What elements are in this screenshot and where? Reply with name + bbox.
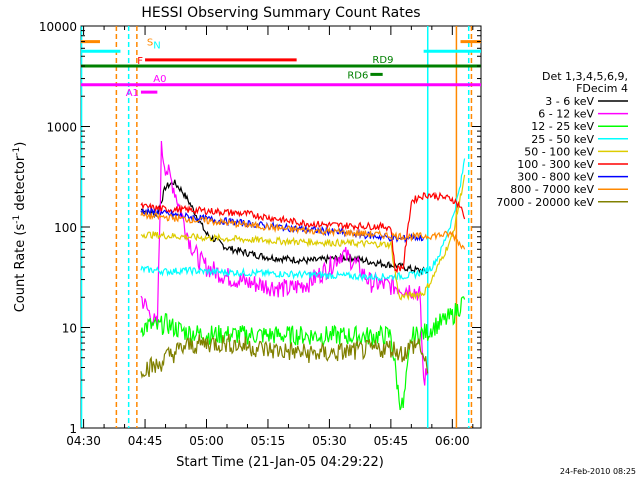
legend-entry-label: 50 - 100 keV [524, 145, 594, 158]
y-tick-label: 100 [54, 221, 77, 235]
x-tick-label: 04:30 [66, 434, 101, 448]
state-bar-label: A0 [153, 74, 166, 85]
x-tick-label: 05:30 [312, 434, 347, 448]
legend-entry-label: 3 - 6 keV [545, 95, 594, 108]
y-tick-label: 10000 [39, 20, 77, 34]
instrument-bars-layer: S NF RD9 RD6 A0 A1 [81, 38, 481, 99]
y-axis-label-main: Count Rate (s [13, 224, 28, 313]
vlines-layer [80, 26, 473, 428]
x-axis-label: Start Time (21-Jan-05 04:29:22) [176, 455, 384, 470]
state-bar-label: S [147, 38, 153, 49]
y-axis-label-exp2: -1 [12, 147, 22, 156]
x-tick-label: 04:45 [128, 434, 163, 448]
plot-frame [80, 25, 482, 429]
legend-entry-label: 300 - 800 keV [517, 171, 594, 184]
state-bar-label: RD6 [347, 70, 368, 81]
state-bar-label: N [153, 40, 160, 51]
y-tick-label: 1 [69, 422, 77, 436]
state-bar-label: F [137, 56, 143, 67]
series-line [140, 191, 466, 274]
series-line [140, 333, 429, 379]
x-tick-label: 05:45 [374, 434, 409, 448]
y-axis-label: Count Rate (s-1 detector-1) [12, 142, 28, 313]
x-tick-label: 05:00 [189, 434, 224, 448]
legend-title-line-2: FDecim 4 [576, 82, 628, 95]
legend-entry-label: 100 - 300 keV [517, 158, 594, 171]
legend-entry-label: 25 - 50 keV [531, 133, 594, 146]
footer-timestamp: 24-Feb-2010 08:25 [560, 467, 636, 476]
series-layer [140, 140, 466, 411]
legend-title-line-1: Det 1,3,4,5,6,9, [542, 70, 628, 83]
legend-entry-label: 12 - 25 keV [531, 120, 594, 133]
state-bar-label: A1 [126, 88, 139, 99]
x-tick-label: 05:15 [251, 434, 286, 448]
legend-entry-label: 7000 - 20000 keV [496, 196, 594, 209]
state-bar-label: RD9 [372, 55, 393, 66]
legend-entry-label: 6 - 12 keV [538, 108, 594, 121]
axis-layer: 04:30 04:45 05:00 05:15 05:30 05:45 06:00 1 10 10… [39, 20, 481, 448]
y-axis-label-exp1: -1 [12, 215, 22, 224]
y-tick-label: 10 [62, 322, 77, 336]
series-line [140, 179, 429, 276]
series-line [140, 158, 466, 283]
y-tick-label: 1000 [46, 121, 77, 135]
series-line [140, 140, 429, 386]
x-tick-label: 06:00 [435, 434, 470, 448]
series-line [140, 210, 466, 250]
legend-entry-label: 800 - 7000 keV [510, 183, 594, 196]
series-line [140, 174, 466, 301]
chart-title: HESSI Observing Summary Count Rates [141, 5, 420, 21]
y-axis-label-end: ) [13, 142, 28, 147]
y-axis-label-mid: detector [13, 155, 28, 215]
